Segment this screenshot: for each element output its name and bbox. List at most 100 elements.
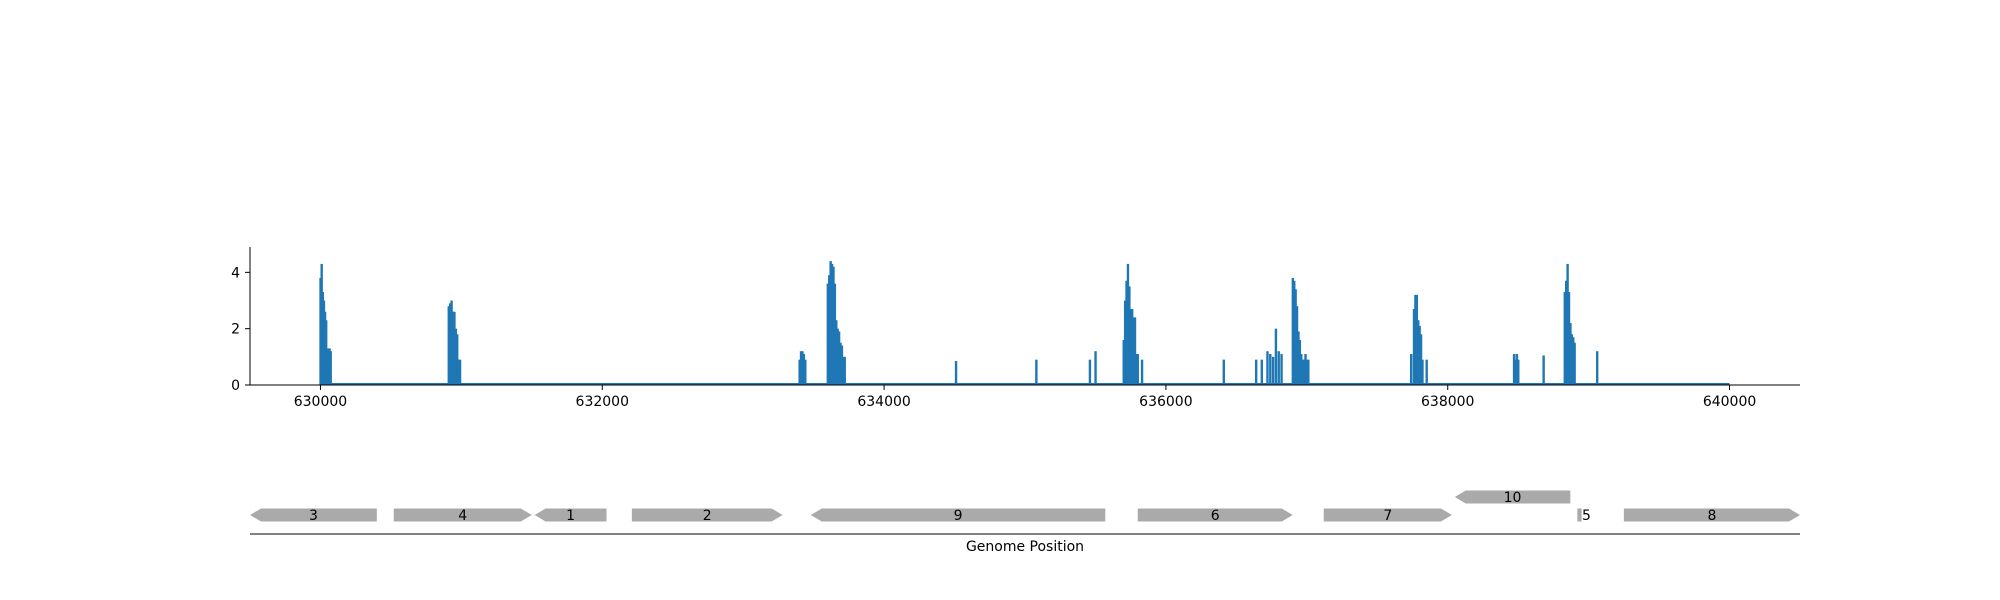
coverage-bar <box>1300 354 1303 385</box>
coverage-bar <box>329 351 332 385</box>
coverage-bar <box>801 351 804 385</box>
coverage-bar <box>835 320 838 385</box>
gene-4-arrow <box>393 508 532 522</box>
coverage-bar <box>1135 354 1138 385</box>
y-tick-label: 4 <box>231 265 240 281</box>
coverage-bar <box>1542 355 1545 385</box>
coverage-bars <box>319 261 1730 385</box>
coverage-bar <box>1418 325 1421 385</box>
coverage-bar <box>1133 317 1137 385</box>
coverage-bar <box>1514 359 1517 385</box>
coverage-bar <box>450 300 453 385</box>
coverage-bar <box>1140 359 1144 385</box>
coverage-bar <box>447 306 450 385</box>
gene-1-arrow <box>534 508 607 522</box>
x-tick-label: 634000 <box>857 394 910 410</box>
gene-10-arrow <box>1454 490 1571 504</box>
gene-5-arrow <box>1577 508 1582 522</box>
coverage-bar <box>448 303 452 385</box>
gene-5-label: 5 <box>1582 508 1591 524</box>
coverage-bar <box>1035 359 1038 385</box>
gene-2-label: 2 <box>703 508 712 524</box>
gene-4-label: 4 <box>458 508 467 524</box>
coverage-bar <box>1271 356 1275 385</box>
coverage-bar <box>457 359 460 385</box>
gene-6-arrow <box>1137 508 1293 522</box>
gene-9-label: 9 <box>954 508 963 524</box>
coverage-bar <box>1094 351 1097 385</box>
coverage-bar <box>840 345 844 385</box>
coverage-bar <box>1409 354 1413 385</box>
coverage-bar <box>830 263 834 385</box>
x-tick-label: 630000 <box>294 394 347 410</box>
gene-9-arrow <box>810 508 1106 522</box>
coverage-bar <box>1415 294 1419 385</box>
coverage-bar <box>1573 342 1576 385</box>
coverage-bar <box>829 261 832 385</box>
coverage-bar <box>453 311 456 385</box>
coverage-bar <box>802 354 806 385</box>
coverage-bar <box>843 356 846 385</box>
coverage-bar <box>1563 292 1566 385</box>
gene-3-arrow <box>250 508 377 522</box>
coverage-bar <box>1517 359 1520 385</box>
coverage-bar <box>799 351 803 385</box>
coverage-bar <box>1294 289 1297 385</box>
coverage-bar <box>456 334 459 385</box>
coverage-bar <box>1295 306 1299 385</box>
coverage-bar <box>826 283 830 385</box>
coverage-bar <box>1222 359 1225 385</box>
x-tick-label: 636000 <box>1139 394 1192 410</box>
x-tick-label: 632000 <box>576 394 629 410</box>
coverage-bar <box>1266 351 1269 385</box>
coverage-bar <box>833 283 837 385</box>
coverage-bar <box>1254 359 1258 385</box>
coverage-bar <box>839 342 842 385</box>
coverage-bar <box>1412 308 1416 385</box>
gene-2-arrow <box>631 508 783 522</box>
coverage-bar <box>1088 359 1092 385</box>
coverage-bar <box>837 331 841 385</box>
coverage-bar <box>1564 280 1568 385</box>
coverage-bar <box>458 359 462 385</box>
coverage-bar <box>1570 334 1574 385</box>
coverage-bar <box>804 359 807 385</box>
x-tick-label: 638000 <box>1421 394 1474 410</box>
coverage-bar <box>1269 354 1272 385</box>
coverage-chart: 630000 632000 634000 636000 638000 640000 0 2 4 <box>231 247 1800 410</box>
coverage-bar <box>1421 359 1424 385</box>
coverage-bar <box>1260 359 1264 385</box>
coverage-bar <box>1280 354 1283 385</box>
coverage-bar <box>1305 359 1309 385</box>
coverage-bar <box>1128 286 1131 385</box>
coverage-bar <box>1301 359 1304 385</box>
gene-7-arrow <box>1323 508 1452 522</box>
y-tick-label: 0 <box>231 378 240 394</box>
coverage-bar <box>954 361 958 385</box>
coverage-bar <box>832 266 835 385</box>
gene-1-label: 1 <box>566 508 575 524</box>
coverage-bar <box>1595 351 1599 385</box>
coverage-bar <box>1130 308 1134 385</box>
coverage-bar <box>1414 294 1417 385</box>
coverage-bar <box>1277 351 1280 385</box>
coverage-bar <box>1569 323 1572 385</box>
coverage-bar <box>1136 354 1140 385</box>
gene-8-label: 8 <box>1707 508 1716 524</box>
coverage-bar <box>842 356 845 385</box>
coverage-bar <box>1572 337 1575 385</box>
genome-position-axis-label: Genome Position <box>966 539 1084 555</box>
coverage-axes <box>245 247 1800 390</box>
coverage-bar <box>1274 328 1278 385</box>
coverage-bar <box>828 275 831 385</box>
x-tick-label: 640000 <box>1703 394 1756 410</box>
gene-10-label: 10 <box>1504 490 1522 506</box>
coverage-bar <box>454 328 458 385</box>
coverage-bar <box>1298 339 1302 385</box>
coverage-bar <box>1293 280 1296 385</box>
coverage-bar <box>1126 263 1130 385</box>
coverage-bar <box>1515 354 1519 385</box>
coverage-bar <box>1419 334 1423 385</box>
